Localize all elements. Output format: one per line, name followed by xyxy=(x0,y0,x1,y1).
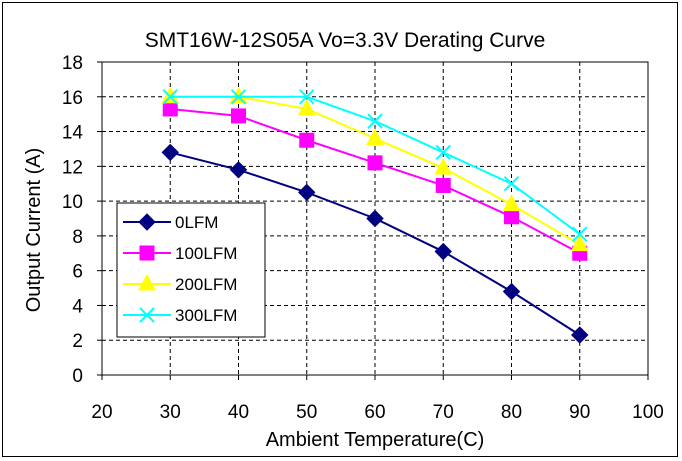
legend-item-200LFM: 200LFM xyxy=(123,273,237,294)
y-tick-label: 8 xyxy=(72,227,83,248)
data-point xyxy=(367,155,383,171)
x-tick-label: 80 xyxy=(501,402,522,423)
legend-item-100LFM: 100LFM xyxy=(123,244,237,263)
data-point xyxy=(161,86,180,104)
data-point xyxy=(230,89,247,105)
legend-label: 300LFM xyxy=(175,306,237,325)
data-point xyxy=(162,89,178,105)
data-point xyxy=(299,132,315,148)
chart-title: SMT16W-12S05A Vo=3.3V Derating Curve xyxy=(145,29,546,52)
data-point xyxy=(570,234,589,252)
y-tick-label: 16 xyxy=(62,88,83,109)
y-tick-label: 14 xyxy=(62,123,84,144)
x-tick-label: 50 xyxy=(296,402,317,423)
series-300LFM xyxy=(162,89,588,242)
data-point xyxy=(435,177,451,193)
legend-item-0LFM: 0LFM xyxy=(123,213,218,232)
data-point xyxy=(504,209,519,225)
legend-marker xyxy=(138,213,156,231)
y-tick-label: 4 xyxy=(72,296,83,317)
y-axis-ticks: 0 2 4 6 8 10 12 14 16 18 xyxy=(62,53,102,387)
y-tick-label: 10 xyxy=(62,192,83,213)
legend-marker xyxy=(139,245,155,261)
data-point xyxy=(231,108,246,124)
x-axis-title: Ambient Temperature(C) xyxy=(266,429,485,451)
data-point xyxy=(434,242,452,261)
data-point xyxy=(502,194,521,212)
y-tick-label: 6 xyxy=(72,262,83,283)
legend-marker xyxy=(139,307,155,323)
data-point xyxy=(161,143,179,162)
series-0LFM xyxy=(161,143,589,344)
data-point xyxy=(366,209,384,228)
data-point xyxy=(299,89,315,105)
x-tick-label: 90 xyxy=(569,402,590,423)
x-tick-label: 20 xyxy=(91,402,112,423)
legend: 0LFM 100LFM 200LFM 300LFM xyxy=(116,202,266,338)
data-point xyxy=(571,326,589,344)
legend-marker xyxy=(138,273,156,291)
data-point xyxy=(503,176,520,192)
data-point xyxy=(366,128,384,146)
y-axis-title: Output Current (A) xyxy=(23,148,45,313)
y-tick-label: 18 xyxy=(62,53,83,74)
data-point xyxy=(572,226,588,242)
y-tick-label: 12 xyxy=(62,157,83,178)
data-point xyxy=(298,183,316,202)
legend-item-300LFM: 300LFM xyxy=(123,306,237,325)
data-point xyxy=(297,98,316,116)
x-axis-ticks: 20 30 40 50 60 70 80 90 100 xyxy=(91,375,664,423)
x-tick-label: 100 xyxy=(632,402,664,423)
data-point xyxy=(367,113,383,129)
series-group xyxy=(161,86,589,344)
y-tick-label: 0 xyxy=(72,366,83,387)
x-tick-label: 40 xyxy=(228,402,249,423)
legend-label: 200LFM xyxy=(175,275,237,294)
legend-label: 100LFM xyxy=(175,244,237,263)
x-tick-label: 60 xyxy=(364,402,385,423)
data-point xyxy=(229,86,248,104)
chart-frame xyxy=(2,2,678,457)
legend-label: 0LFM xyxy=(175,213,218,232)
data-point xyxy=(435,144,451,161)
y-tick-label: 2 xyxy=(72,331,83,352)
data-point xyxy=(162,101,178,117)
data-point xyxy=(434,158,453,175)
series-100LFM xyxy=(162,101,588,261)
data-point xyxy=(502,282,521,301)
x-tick-label: 70 xyxy=(433,402,454,423)
data-point xyxy=(229,161,248,179)
x-tick-label: 30 xyxy=(160,402,181,423)
